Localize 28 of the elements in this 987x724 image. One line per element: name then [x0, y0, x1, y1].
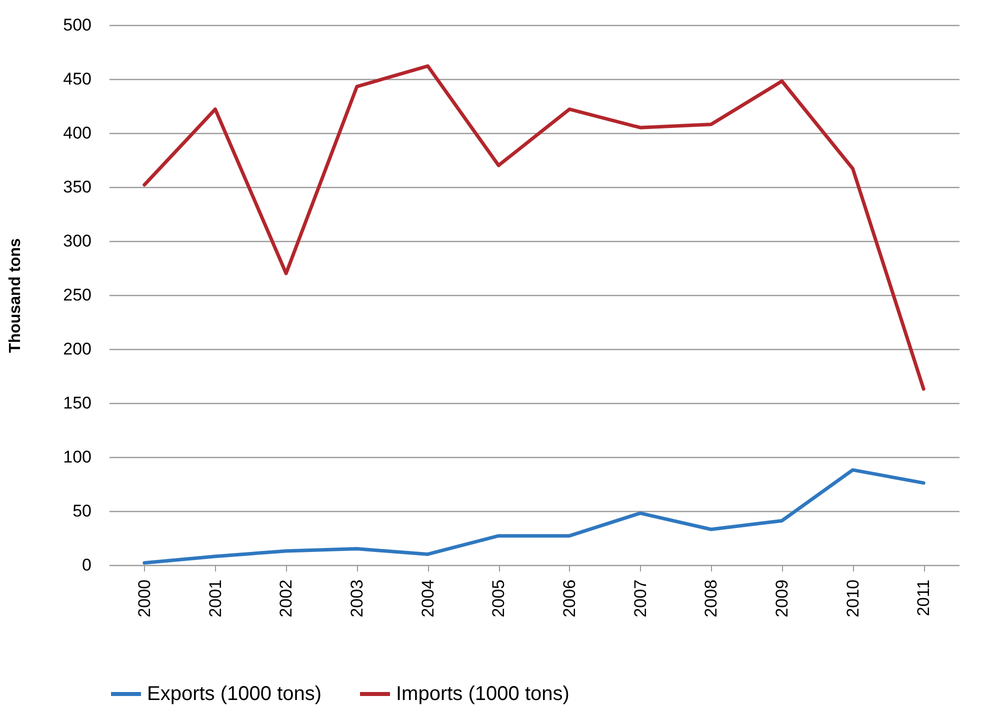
y-tick-label: 50	[72, 502, 92, 520]
x-tick-label: 2003	[347, 580, 366, 618]
y-tick-label: 250	[63, 286, 92, 304]
y-tick-label: 400	[63, 124, 92, 142]
x-tick-label: 2001	[206, 580, 225, 618]
y-tick-label: 0	[82, 556, 92, 574]
x-tick-label: 2000	[134, 580, 154, 618]
line-series	[142, 468, 926, 565]
x-tick-label: 2010	[843, 580, 862, 618]
x-tick-label: 2004	[418, 580, 438, 618]
legend-label: Exports (1000 tons)	[147, 683, 322, 705]
line-series	[142, 64, 926, 391]
y-tick-label: 150	[63, 394, 92, 412]
x-tick-label: 2009	[772, 580, 792, 618]
y-tick-label: 500	[63, 16, 92, 34]
x-tick-label: 2005	[489, 580, 508, 618]
y-tick-label: 200	[63, 340, 92, 358]
x-tick-label: 2007	[630, 580, 650, 618]
x-tick-label: 2002	[276, 580, 296, 618]
y-axis-title: Thousand tons	[7, 238, 24, 353]
legend-label: Imports (1000 tons)	[396, 683, 570, 705]
x-tick-label: 2008	[702, 580, 721, 618]
y-tick-label: 350	[63, 178, 92, 196]
x-tick-label: 2011	[914, 580, 934, 616]
x-tick-label: 2006	[560, 580, 579, 618]
y-tick-label: 100	[63, 448, 92, 466]
y-tick-label: 450	[63, 70, 92, 88]
y-tick-label: 300	[63, 232, 92, 250]
